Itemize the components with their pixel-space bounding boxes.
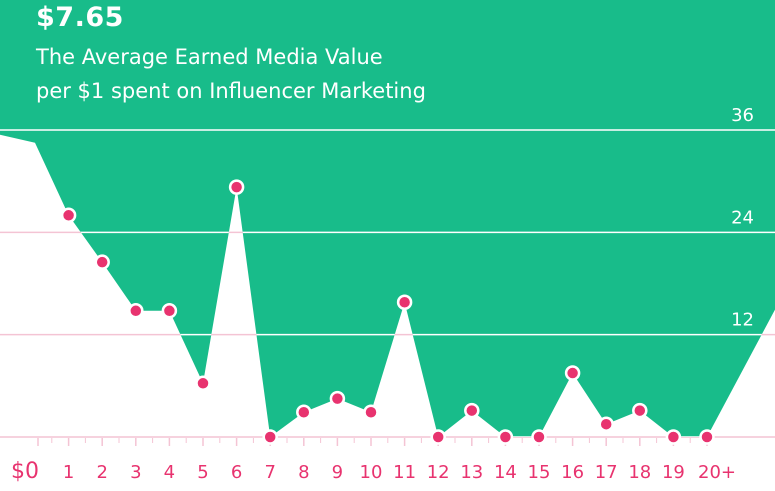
- point-2: [94, 254, 110, 270]
- x-tick-label-5: 5: [197, 462, 208, 483]
- y-tick-label-36: 36: [731, 105, 754, 126]
- point-6: [228, 179, 245, 195]
- y-tick-label-0: 0: [743, 412, 754, 433]
- point-7: [262, 429, 278, 445]
- x-tick-label-9: 9: [332, 462, 343, 483]
- point-12: [430, 429, 446, 445]
- x-tick-label-6: 6: [231, 462, 242, 483]
- x-tick-label-12: 12: [427, 462, 450, 483]
- point-17: [598, 416, 614, 432]
- x-tick-label-2: 2: [96, 462, 107, 483]
- point-10: [363, 404, 379, 421]
- x-tick-label-18: 18: [628, 462, 651, 483]
- point-11: [396, 294, 413, 311]
- point-16: [564, 365, 581, 381]
- x-tick-label-15: 15: [528, 462, 551, 483]
- x-tick-label-4: 4: [164, 462, 175, 483]
- x-tick-label-16: 16: [561, 462, 584, 483]
- subtitle-line-2: per $1 spent on Influencer Marketing: [36, 79, 426, 103]
- data-markers: [60, 179, 715, 445]
- y-tick-label-12: 12: [731, 310, 754, 331]
- x-tick-label-13: 13: [460, 462, 483, 483]
- point-8: [296, 404, 312, 421]
- point-13: [464, 402, 480, 419]
- point-5: [195, 375, 211, 392]
- x-tick-label-8: 8: [298, 462, 309, 483]
- point-1: [60, 207, 77, 224]
- point-9: [329, 390, 346, 407]
- point-4: [161, 303, 178, 319]
- point-15: [531, 429, 547, 445]
- x-tick-label-0: $0: [11, 459, 39, 484]
- point-19: [665, 429, 682, 445]
- point-14: [497, 429, 514, 445]
- x-axis-labels: $0 1 2 3 4 5 6 7 8 9 10 11 12 13 14 15 16 17 18 19 20+: [11, 459, 736, 484]
- x-axis-ticks: [37, 438, 708, 446]
- point-18: [632, 402, 648, 419]
- x-tick-label-17: 17: [595, 462, 618, 483]
- point-20+: [699, 429, 715, 445]
- x-tick-label-7: 7: [264, 462, 275, 483]
- y-axis-labels: 0 12 24 36: [731, 105, 754, 433]
- y-tick-label-24: 24: [731, 207, 754, 228]
- subtitle-line-1: The Average Earned Media Value: [36, 45, 383, 69]
- x-tick-label-14: 14: [494, 462, 517, 483]
- x-tick-label-19: 19: [662, 462, 685, 483]
- headline-value: $7.65: [36, 2, 124, 33]
- x-tick-label-20: 20+: [698, 462, 736, 483]
- point-3: [128, 303, 144, 319]
- x-tick-label-1: 1: [63, 462, 74, 483]
- x-tick-label-11: 11: [393, 462, 416, 483]
- x-tick-label-10: 10: [360, 462, 383, 483]
- area-fill: [0, 0, 775, 437]
- x-tick-label-3: 3: [130, 462, 141, 483]
